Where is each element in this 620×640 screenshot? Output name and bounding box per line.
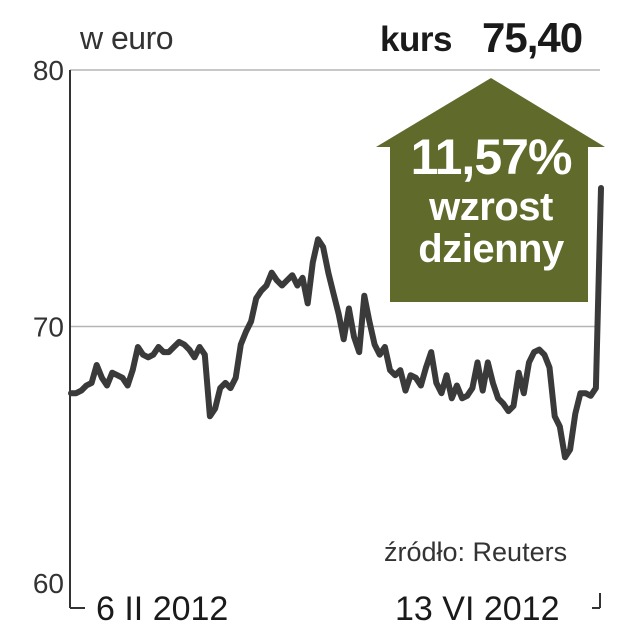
growth-arrow-icon xyxy=(376,78,605,302)
y-tick-label-60: 60 xyxy=(33,568,64,599)
price-value: 75,40 xyxy=(482,14,583,61)
x-label-end: 13 VI 2012 xyxy=(395,590,560,628)
x-label-start: 6 II 2012 xyxy=(96,590,229,628)
y-tick-label-80: 80 xyxy=(33,55,64,86)
price-line-series xyxy=(68,185,604,461)
change-label-line1: wzrost xyxy=(429,185,553,229)
change-percent: 11,57% xyxy=(410,129,573,185)
price-label: kurs xyxy=(380,20,452,59)
unit-label: w euro xyxy=(80,20,174,56)
axes xyxy=(69,70,601,609)
gridlines: 60 70 80 xyxy=(33,55,600,599)
price-line xyxy=(68,185,604,461)
source-note: źródło: Reuters xyxy=(384,537,568,567)
growth-arrow-shape xyxy=(376,78,605,302)
change-label-line2: dzienny xyxy=(418,227,564,271)
y-tick-label-70: 70 xyxy=(33,312,64,343)
